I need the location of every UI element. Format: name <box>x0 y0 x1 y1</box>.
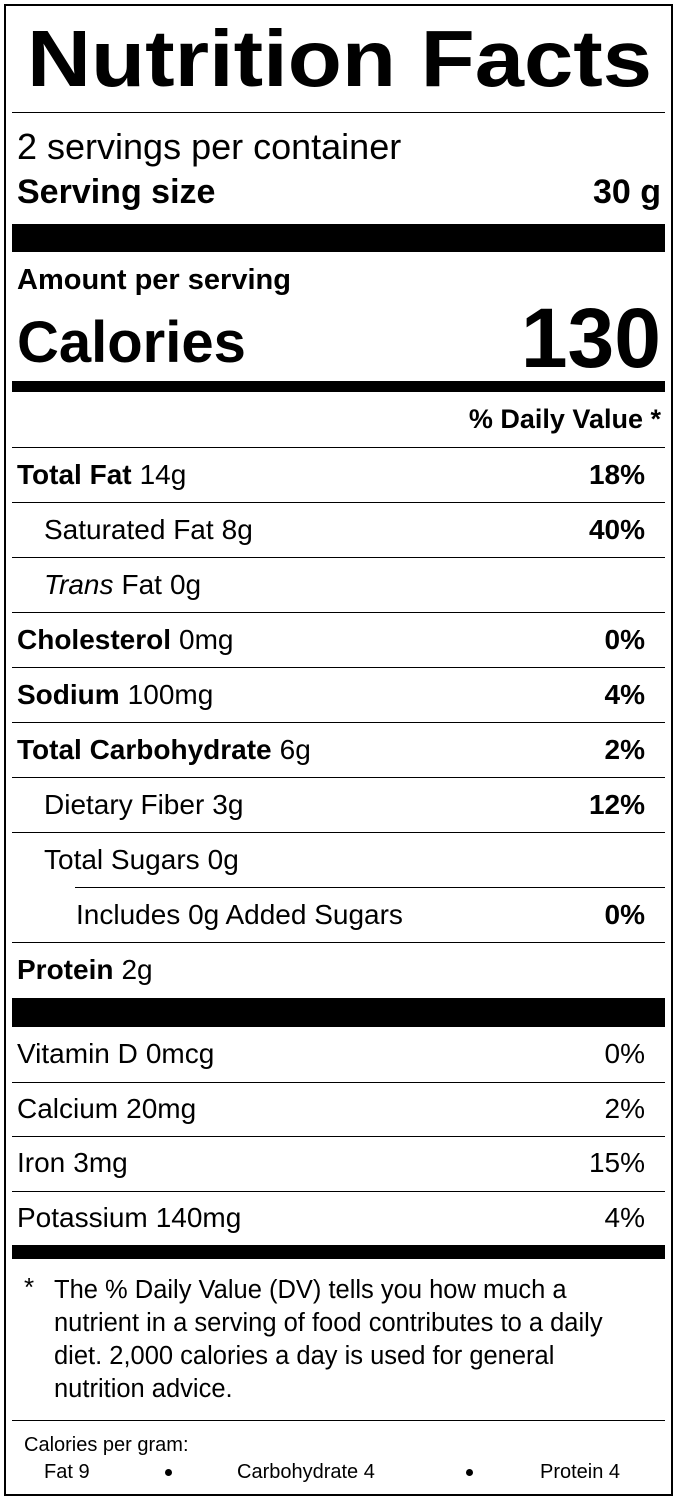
nutrient-amount: 0mg <box>179 623 234 655</box>
title-area: Nutrition Facts <box>27 14 652 103</box>
calories-per-gram-item: Fat 9 <box>44 1461 90 1483</box>
calories-per-gram-item: Carbohydrate 4 <box>237 1461 375 1483</box>
rule <box>12 1190 665 1192</box>
nutrient-row: Trans Fat 0g <box>44 557 645 612</box>
vitamin-name: Iron <box>17 1147 66 1178</box>
nutrient-name: Total Carbohydrate <box>17 733 272 765</box>
nutrient-amount: 0g <box>207 843 239 875</box>
vitamin-row: Calcium 20mg 2% <box>17 1082 645 1136</box>
nutrient-row: Dietary Fiber 3g 12% <box>44 777 645 832</box>
rule <box>12 447 665 448</box>
rule <box>12 1420 665 1421</box>
nutrient-name: Protein <box>17 953 114 985</box>
rule <box>12 1136 665 1137</box>
amount-per-serving: Amount per serving <box>17 264 291 296</box>
nutrient-name: Total Sugars <box>44 843 200 875</box>
nutrient-row: Total Fat 14g 18% <box>17 447 645 502</box>
vitamin-amount: 3mg <box>73 1147 128 1178</box>
nutrient-amount: 2g <box>121 953 153 985</box>
nutrient-amount: 3g <box>212 788 244 820</box>
nutrient-amount: 0g <box>169 568 202 600</box>
dv-header: % Daily Value * <box>468 404 661 434</box>
nutrient-name-italic: Trans <box>44 568 114 600</box>
vitamin-dv: 4% <box>604 1201 645 1233</box>
footnote-text: The % Daily Value (DV) tells you how muc… <box>54 1276 603 1403</box>
vitamin-name: Vitamin D <box>17 1038 138 1069</box>
serving-size-value: 30 g <box>592 173 661 211</box>
vitamin-row: Iron 3mg 15% <box>17 1136 645 1190</box>
rule <box>12 832 665 833</box>
thick-rule <box>12 381 665 392</box>
nutrient-name: Cholesterol <box>17 623 172 655</box>
rule <box>12 557 665 558</box>
nutrient-name: Includes 0g Added Sugars <box>76 898 403 930</box>
nutrient-dv: 2% <box>604 733 645 765</box>
calories-per-gram-label: Calories per gram: <box>24 1434 189 1456</box>
servings: 2 servings per container <box>17 126 402 167</box>
rule <box>75 887 665 888</box>
nutrient-dv: 40% <box>588 513 645 545</box>
vitamin-dv: 0% <box>604 1038 645 1069</box>
rule <box>12 502 665 503</box>
vitamin-name: Potassium <box>17 1201 148 1233</box>
nutrient-name: Saturated Fat <box>44 513 214 545</box>
nutrient-amount: 8g <box>221 513 253 545</box>
label-frame <box>4 4 673 1496</box>
calories-per-gram-item: Protein 4 <box>540 1461 621 1483</box>
nutrient-row: Total Sugars 0g <box>44 832 645 887</box>
serving-size-label: Serving size <box>17 173 216 211</box>
vitamin-name: Calcium <box>17 1092 119 1124</box>
bullet <box>165 1469 172 1476</box>
nutrient-dv: 18% <box>588 458 645 490</box>
rule <box>12 942 665 943</box>
nutrient-name: Sodium <box>17 678 120 710</box>
nutrient-row: Protein 2g <box>17 942 645 997</box>
vitamin-amount: 20mg <box>126 1092 197 1124</box>
calories-value: 130 <box>520 291 661 385</box>
nutrient-amount: 6g <box>279 733 311 765</box>
nutrient-name: Dietary Fiber <box>44 788 205 820</box>
thick-rule <box>12 224 665 252</box>
nutrient-dv: 12% <box>588 788 645 820</box>
rule <box>12 1081 665 1083</box>
nutrient-row: Cholesterol 0mg 0% <box>17 612 645 667</box>
vitamin-amount: 0mcg <box>145 1038 215 1069</box>
nutrient-dv: 0% <box>604 623 645 655</box>
title: Nutrition Facts <box>27 14 652 103</box>
nutrient-name: Fat <box>121 568 162 600</box>
vitamin-row: Vitamin D 0mcg 0% <box>17 1027 645 1081</box>
nutrient-row: Total Carbohydrate 6g 2% <box>17 722 645 777</box>
nutrient-dv: 4% <box>604 678 645 710</box>
rule <box>12 722 665 723</box>
vitamin-dv: 15% <box>588 1147 645 1178</box>
rule <box>12 667 665 668</box>
vitamin-row: Potassium 140mg 4% <box>17 1191 645 1245</box>
nutrient-row: Sodium 100mg 4% <box>17 667 645 722</box>
nutrient-name: Total Fat <box>17 458 132 490</box>
calories-label: Calories <box>17 310 246 375</box>
nutrient-dv: 0% <box>604 898 645 930</box>
rule <box>12 612 665 613</box>
nutrient-amount: 14g <box>139 458 187 490</box>
nutrient-amount: 100mg <box>127 678 214 710</box>
rule <box>12 112 665 113</box>
thick-rule <box>12 1245 665 1259</box>
vitamin-dv: 2% <box>604 1092 645 1124</box>
nutrient-row: Saturated Fat 8g 40% <box>44 502 645 557</box>
footnote-mark: * <box>24 1272 35 1302</box>
nutrient-row: Includes 0g Added Sugars 0% <box>76 887 645 942</box>
bullet <box>466 1469 473 1476</box>
vitamin-amount: 140mg <box>155 1201 242 1233</box>
rule <box>12 777 665 778</box>
thick-rule <box>12 998 665 1027</box>
